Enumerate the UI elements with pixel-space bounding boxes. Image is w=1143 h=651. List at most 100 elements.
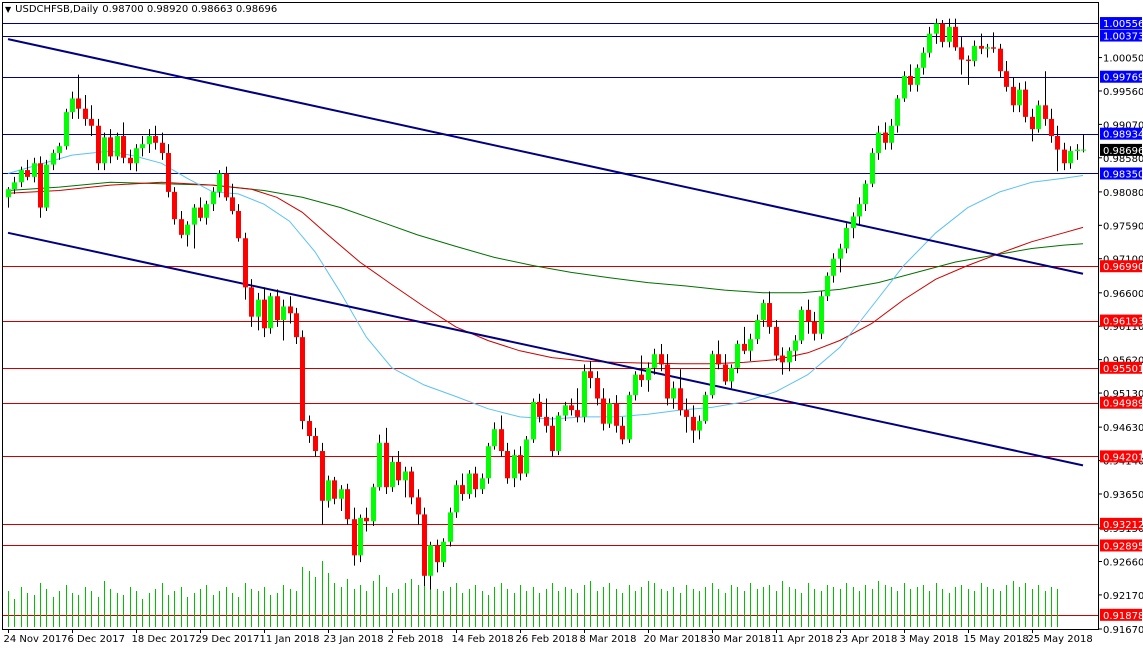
channel-trendline	[7, 38, 1084, 275]
candle-body	[326, 480, 331, 501]
bear-candle	[332, 476, 337, 505]
bull-candle	[870, 148, 875, 188]
bear-candle	[1011, 78, 1016, 113]
candle-body	[531, 401, 536, 440]
bull-candle	[403, 466, 408, 498]
price-label-box	[1100, 450, 1142, 463]
bear-candle	[89, 105, 94, 136]
candle-body	[812, 321, 817, 334]
bear-candle	[128, 149, 133, 171]
candle-body	[236, 210, 241, 239]
bear-candle	[288, 296, 293, 324]
bull-candle	[44, 159, 49, 211]
bear-candle	[575, 388, 580, 423]
plot-border	[2, 2, 1099, 630]
price-label-text: 0.96990	[1103, 262, 1143, 273]
candle-body	[831, 258, 836, 276]
y-tick-label: 0.93650	[1103, 490, 1143, 501]
candle-body	[57, 146, 62, 154]
candle-body	[723, 364, 728, 382]
candle-body	[217, 173, 222, 192]
bull-candle	[851, 212, 856, 239]
candle-body	[275, 296, 280, 321]
bear-candle	[767, 291, 772, 334]
bull-candle	[819, 291, 824, 340]
candle-body	[1036, 105, 1041, 130]
y-tick-label: 0.92660	[1103, 557, 1143, 568]
candle-body	[908, 75, 913, 85]
candle-body	[38, 163, 43, 208]
candle-body	[1017, 89, 1022, 106]
candle-body	[409, 471, 414, 498]
price-label-box	[1100, 29, 1142, 42]
candle-body	[633, 374, 638, 396]
price-label-text: 0.93212	[1103, 520, 1143, 531]
candle-body	[857, 204, 862, 217]
candle-body	[121, 135, 126, 158]
price-label-box	[1100, 17, 1142, 30]
bull-candle	[1017, 82, 1022, 113]
candle-body	[422, 514, 427, 576]
bull-candle	[844, 223, 849, 254]
candle-body	[595, 378, 600, 399]
bull-candle	[710, 350, 715, 399]
candle-body	[883, 132, 888, 143]
bull-candle	[857, 197, 862, 225]
trendlines	[7, 38, 1084, 467]
candle-body	[294, 313, 299, 338]
bear-candle	[537, 393, 542, 423]
bear-candle	[588, 361, 593, 389]
candle-body	[6, 189, 11, 198]
bear-candle	[1049, 108, 1054, 143]
bear-candle	[160, 132, 165, 160]
candle-body	[799, 309, 804, 341]
collapse-triangle-icon[interactable]: ▼	[5, 5, 12, 14]
candle-body	[729, 367, 734, 382]
candle-body	[307, 421, 312, 437]
candle-body	[985, 47, 990, 49]
candle-body	[742, 343, 747, 351]
bear-candle	[883, 122, 888, 150]
bull-candle	[256, 292, 261, 331]
candle-body	[499, 429, 504, 452]
y-tick-label: 0.97590	[1103, 221, 1143, 232]
price-label-text: 0.92895	[1103, 541, 1143, 552]
y-tick-label: 0.95130	[1103, 389, 1143, 400]
bull-candle	[192, 204, 197, 249]
candle-body	[44, 164, 49, 208]
candle-body	[454, 485, 459, 513]
candle-body	[89, 118, 94, 126]
x-tick-label: 29 Dec 2017	[196, 634, 260, 645]
bull-candle	[1081, 134, 1086, 153]
bear-candle	[665, 354, 670, 406]
bull-candle	[902, 71, 907, 102]
x-tick-label: 24 Nov 2017	[4, 634, 68, 645]
bear-candle	[25, 159, 30, 181]
candle-body	[710, 354, 715, 396]
bear-candle	[345, 483, 350, 525]
bull-candle	[326, 475, 331, 508]
bull-candle	[441, 538, 446, 567]
bear-candle	[243, 232, 248, 300]
bear-candle	[416, 489, 421, 525]
candle-body	[761, 303, 766, 321]
candle-body	[160, 142, 165, 154]
bull-candle	[652, 348, 657, 375]
x-tick-label: 20 Mar 2018	[644, 634, 707, 645]
volume-bars	[8, 561, 1058, 627]
bull-candle	[140, 135, 145, 157]
bull-candle	[524, 436, 529, 477]
candle-body	[332, 480, 337, 499]
level-price-label: 1.00556	[1100, 17, 1143, 30]
candle-body	[569, 405, 574, 411]
candle-body	[998, 48, 1003, 72]
bear-candle	[569, 398, 574, 416]
candle-body	[492, 429, 497, 447]
bull-candle	[492, 422, 497, 450]
bear-candle	[499, 415, 504, 457]
bear-candle	[505, 442, 510, 484]
candle-body	[793, 340, 798, 351]
candle-body	[19, 170, 24, 183]
